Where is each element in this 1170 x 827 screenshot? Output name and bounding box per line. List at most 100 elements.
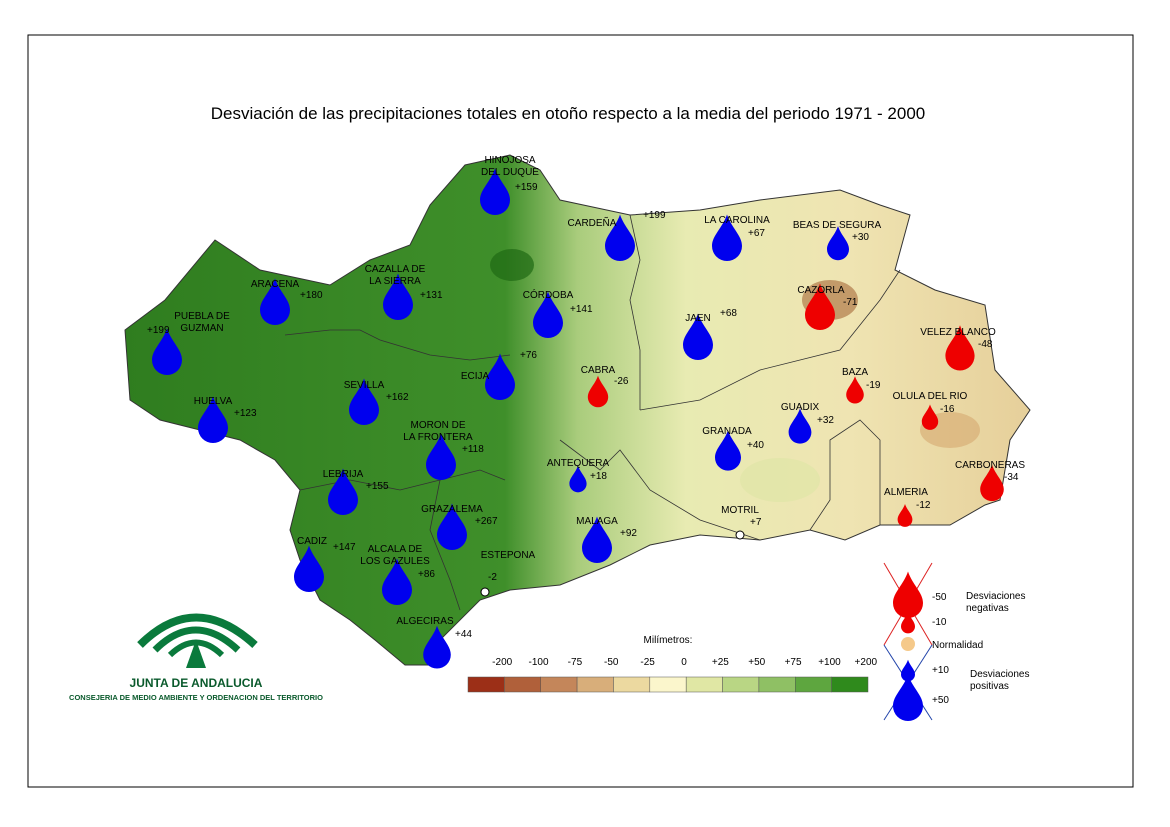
drop bbox=[605, 214, 635, 261]
station-value: +199 bbox=[643, 210, 666, 221]
drop bbox=[328, 468, 358, 515]
scale-title: Milímetros: bbox=[644, 635, 693, 646]
scale-label: +100 bbox=[818, 657, 841, 668]
drop bbox=[805, 283, 835, 330]
scale-swatch bbox=[758, 676, 796, 693]
station-value: -12 bbox=[916, 500, 931, 511]
station-name: PUEBLA DE bbox=[174, 311, 230, 322]
station-value: +40 bbox=[747, 440, 764, 451]
station-name: MALAGA bbox=[576, 516, 618, 527]
station-value: +44 bbox=[455, 629, 472, 640]
scale-swatch bbox=[540, 676, 578, 693]
station-name: ESTEPONA bbox=[481, 550, 536, 561]
scale-swatch bbox=[831, 676, 869, 693]
scale-swatch bbox=[685, 676, 723, 693]
station-value: +32 bbox=[817, 415, 834, 426]
drop bbox=[587, 375, 609, 408]
map-title: Desviación de las precipitaciones totale… bbox=[211, 104, 925, 123]
drop bbox=[715, 430, 741, 471]
scale-label: -75 bbox=[568, 657, 583, 668]
station-value: +155 bbox=[366, 481, 389, 492]
legend-label: +50 bbox=[932, 695, 949, 706]
drop bbox=[945, 325, 975, 371]
drop bbox=[897, 503, 913, 527]
drop bbox=[198, 396, 228, 443]
station-value: -16 bbox=[940, 404, 955, 415]
legend-label: +10 bbox=[932, 665, 949, 676]
scale-swatch bbox=[576, 676, 614, 693]
station-name: GUADIX bbox=[781, 402, 820, 413]
station-name: CÓRDOBA bbox=[523, 288, 574, 301]
logo-department: CONSEJERIA DE MEDIO AMBIENTE Y ORDENACIO… bbox=[69, 693, 323, 702]
station-name: ALGECIRAS bbox=[396, 616, 454, 627]
drop bbox=[980, 464, 1004, 502]
color-scale: Milímetros: -200 -100 -75 -50 -25 0 +25 +50 +75 +1… bbox=[467, 635, 878, 693]
station-name: JAEN bbox=[685, 313, 711, 324]
station-name: DEL DUQUE bbox=[481, 167, 539, 178]
legend-title: Desviaciones positivas bbox=[970, 669, 1029, 692]
station-name: CAZORLA bbox=[797, 285, 845, 296]
scale-label: +75 bbox=[785, 657, 802, 668]
drop bbox=[480, 168, 510, 215]
drop bbox=[426, 433, 456, 480]
legend-label: -10 bbox=[932, 617, 947, 628]
legend: -50 -10 +10 +50 Normalidad Desviaciones negati… bbox=[893, 571, 1029, 721]
station-value: -2 bbox=[488, 572, 497, 583]
station-value: +86 bbox=[418, 569, 435, 580]
station-name: HINOJOSA bbox=[484, 155, 535, 166]
station-name: BEAS DE SEGURA bbox=[793, 220, 882, 231]
normal-marker bbox=[480, 587, 490, 597]
normal-symbol bbox=[901, 637, 915, 651]
station-value: +180 bbox=[300, 290, 323, 301]
station-name: BAZA bbox=[842, 367, 868, 378]
drop bbox=[294, 545, 324, 592]
station-value: -19 bbox=[866, 380, 881, 391]
station-value: +30 bbox=[852, 232, 869, 243]
station-name: CADIZ bbox=[297, 536, 327, 547]
drop bbox=[485, 353, 515, 400]
station-name: CARBONERAS bbox=[955, 460, 1025, 471]
scale-swatch bbox=[467, 676, 505, 693]
scale-label: 0 bbox=[681, 657, 687, 668]
drop bbox=[712, 214, 742, 261]
station-value: +123 bbox=[234, 408, 257, 419]
station-value: -34 bbox=[1004, 472, 1019, 483]
station-value: +267 bbox=[475, 516, 498, 527]
normal-marker bbox=[735, 530, 745, 540]
drop bbox=[152, 328, 182, 375]
drop bbox=[901, 611, 915, 634]
drop bbox=[260, 278, 290, 325]
station-name: SEVILLA bbox=[344, 380, 385, 391]
drop bbox=[893, 674, 923, 721]
station-name: VELEZ BLANCO bbox=[920, 327, 996, 338]
station-value: +67 bbox=[748, 228, 765, 239]
station-name: HUELVA bbox=[194, 396, 233, 407]
station-value: -71 bbox=[843, 297, 858, 308]
region-map bbox=[124, 154, 1031, 666]
station-value: +131 bbox=[420, 290, 443, 301]
station-name: CARDEÑA bbox=[568, 216, 617, 229]
station-name: GUZMAN bbox=[180, 323, 223, 334]
drop bbox=[349, 378, 379, 425]
scale-swatch bbox=[795, 676, 832, 693]
station-value: +162 bbox=[386, 392, 409, 403]
station-value: +68 bbox=[720, 308, 737, 319]
station-name: LEBRIJA bbox=[323, 469, 364, 480]
station-value: +92 bbox=[620, 528, 637, 539]
scale-label: -200 bbox=[492, 657, 512, 668]
logo: JUNTA DE ANDALUCIA CONSEJERIA DE MEDIO A… bbox=[69, 613, 323, 702]
station-value: +141 bbox=[570, 304, 593, 315]
drop bbox=[382, 558, 412, 605]
scale-label: -25 bbox=[640, 657, 655, 668]
frame bbox=[27, 34, 1134, 788]
station-name: LOS GAZULES bbox=[360, 556, 430, 567]
station-name: ALMERIA bbox=[884, 487, 928, 498]
station-name: ECIJA bbox=[461, 371, 490, 382]
drop bbox=[901, 659, 915, 682]
drop bbox=[827, 226, 849, 261]
drop bbox=[569, 465, 587, 493]
station-name: ANTEQUERA bbox=[547, 458, 610, 469]
drop bbox=[582, 516, 612, 563]
